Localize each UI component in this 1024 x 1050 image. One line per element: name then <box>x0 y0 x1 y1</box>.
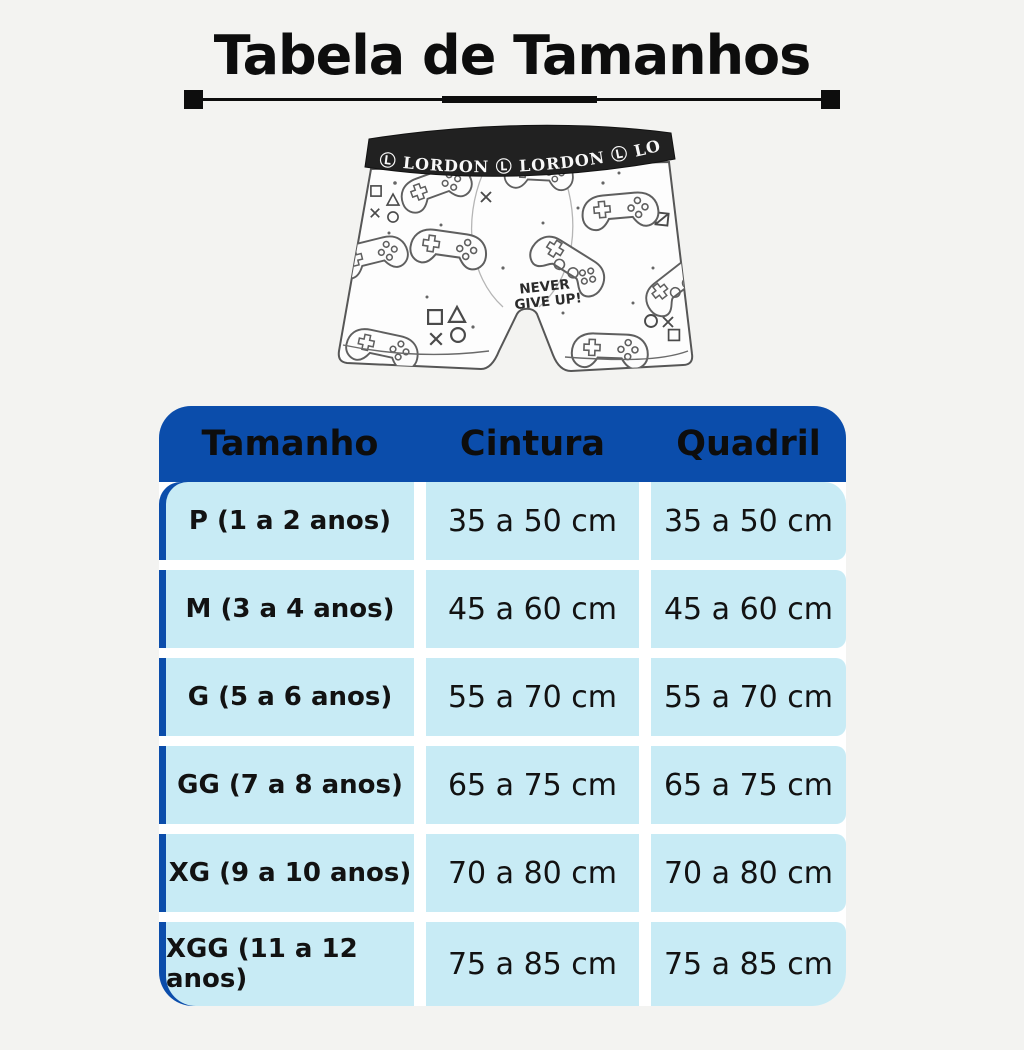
size-cell: G (5 a 6 anos) <box>166 658 414 737</box>
quadril-cell: 55 a 70 cm <box>651 658 846 737</box>
size-cell: P (1 a 2 anos) <box>166 482 414 561</box>
underline-right-square <box>821 90 840 110</box>
quadril-cell: 65 a 75 cm <box>651 746 846 825</box>
slogan-line1: NEVER <box>519 277 572 298</box>
slogan-text: NEVER GIVE UP! <box>514 277 583 314</box>
title-underline <box>184 89 840 111</box>
slogan-line2: GIVE UP! <box>514 291 583 314</box>
waistband-graphic <box>364 125 676 178</box>
quadril-cell: 70 a 80 cm <box>651 834 846 913</box>
cintura-cell: 65 a 75 cm <box>426 746 639 825</box>
size-cell: M (3 a 4 anos) <box>166 570 414 649</box>
cintura-cell: 35 a 50 cm <box>426 482 639 561</box>
header-cintura: Cintura <box>459 424 606 465</box>
size-cell: XGG (11 a 12 anos) <box>166 922 414 1007</box>
header-size: Tamanho <box>201 424 379 465</box>
size-table-body: P (1 a 2 anos) 35 a 50 cm 35 a 50 cm M (… <box>159 482 846 1007</box>
cintura-cell: 45 a 60 cm <box>426 570 639 649</box>
size-table: Tamanho Cintura Quadril P (1 a 2 anos) 3… <box>159 406 846 1007</box>
quadril-cell: 45 a 60 cm <box>651 570 846 649</box>
quadril-cell: 35 a 50 cm <box>651 482 846 561</box>
header-quadril: Quadril <box>676 424 821 465</box>
quadril-cell: 75 a 85 cm <box>651 922 846 1007</box>
cintura-cell: 70 a 80 cm <box>426 834 639 913</box>
boxer-shorts-illustration: NEVER GIVE UP! Ⓛ LORDON Ⓛ LORDON Ⓛ LORDO… <box>331 111 694 373</box>
size-cell: GG (7 a 8 anos) <box>166 746 414 825</box>
page-title: Tabela de Tamanhos <box>213 24 812 87</box>
cintura-cell: 55 a 70 cm <box>426 658 639 737</box>
underline-thick-segment <box>442 96 597 104</box>
cintura-cell: 75 a 85 cm <box>426 922 639 1007</box>
size-cell: XG (9 a 10 anos) <box>166 834 414 913</box>
size-table-header: Tamanho Cintura Quadril <box>159 406 846 483</box>
